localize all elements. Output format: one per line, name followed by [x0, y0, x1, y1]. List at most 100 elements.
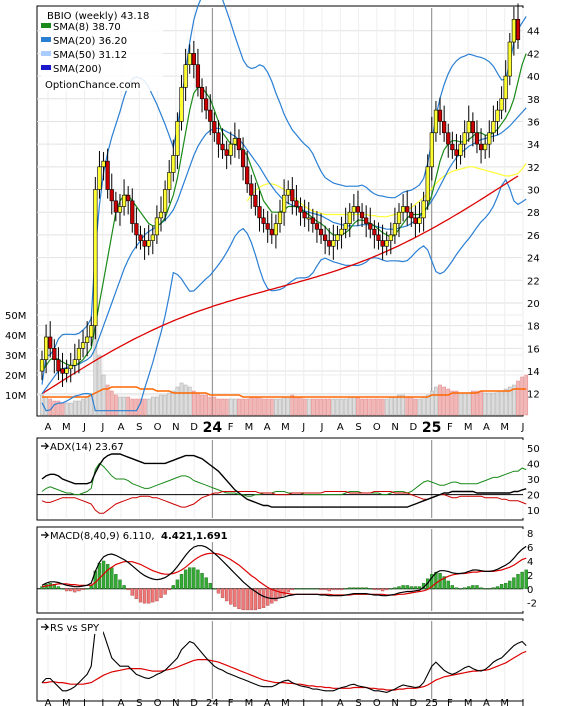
legend-sma50: SMA(50) 31.12 [53, 50, 127, 61]
candle-body [351, 206, 356, 213]
volume-bar [179, 382, 184, 416]
candle-body [44, 336, 49, 360]
adx-tick-label: 10 [527, 506, 540, 517]
candle-body [323, 234, 328, 241]
macd-histogram-bar [204, 577, 208, 589]
volume-bar [150, 396, 155, 416]
volume-bar [114, 394, 118, 416]
month-tick-label-bottom: A [337, 698, 344, 706]
volume-bar [475, 390, 479, 416]
price-tick-label: 36 [527, 117, 540, 128]
volume-bar [516, 380, 520, 416]
macd-histogram-bar [163, 588, 167, 595]
price-tick-label: 30 [527, 186, 540, 197]
month-tick-label: 24 [203, 420, 223, 436]
volume-bar [56, 400, 61, 416]
month-tick-label: A [118, 422, 125, 433]
month-tick-label: J [320, 422, 324, 433]
candle-body [310, 217, 315, 224]
month-tick-label-bottom: S [355, 698, 361, 706]
volume-bar [479, 390, 483, 416]
month-tick-label: M [62, 422, 71, 433]
brand-label: OptionChance.com [45, 80, 140, 91]
candle-body [60, 368, 65, 374]
volume-bar [438, 384, 442, 416]
macd-histogram-bar [335, 588, 340, 591]
macd-histogram-bar [508, 580, 512, 589]
macd-histogram-bar [249, 588, 253, 611]
macd-histogram-bar [475, 585, 479, 589]
candle-body [396, 211, 402, 224]
candle-body [503, 75, 508, 100]
volume-bar [507, 386, 512, 416]
macd-histogram-bar [233, 588, 237, 607]
month-tick-label-bottom: N [172, 698, 179, 706]
adx-tick-label: 50 [527, 444, 540, 455]
month-tick-label: N [391, 422, 398, 433]
macd-histogram-bar [417, 586, 422, 589]
volume-bar [306, 398, 311, 416]
macd-histogram-bar [360, 587, 364, 589]
month-tick-label: O [373, 422, 381, 433]
macd-histogram-bar [171, 585, 176, 589]
candle-body [179, 87, 184, 122]
volume-bar [233, 398, 237, 416]
macd-histogram-bar [331, 588, 336, 591]
volume-bar [224, 398, 229, 416]
macd-histogram-bar [77, 588, 81, 592]
month-tick-label-bottom: A [45, 698, 52, 706]
macd-histogram-bar [380, 588, 385, 592]
adx-di-minus-line [41, 491, 527, 514]
volume-bar [196, 392, 200, 416]
volume-bar [450, 390, 455, 416]
month-tick-label: S [355, 422, 361, 433]
macd-histogram-bar [294, 588, 299, 590]
macd-histogram-bar [503, 583, 508, 589]
volume-bar [105, 384, 110, 416]
volume-bar [315, 398, 319, 416]
volume-tick-label: 30M [5, 351, 26, 362]
macd-histogram-bar [512, 577, 516, 589]
macd-histogram-bar [491, 587, 496, 589]
volume-bar [409, 396, 414, 416]
candle-body [113, 200, 118, 213]
candle-body [470, 121, 475, 134]
volume-bar [77, 400, 81, 416]
candle-body [511, 19, 516, 43]
volume-bars [40, 324, 529, 416]
candles [39, 3, 521, 387]
volume-bar [499, 390, 504, 416]
volume-bar [278, 398, 282, 416]
macd-histogram-bar [307, 588, 311, 590]
volume-bar [421, 396, 426, 416]
axis-labels: 121416182022242628303234363840424410M20M… [5, 27, 540, 706]
volume-tick-label: 40M [5, 331, 26, 342]
volume-bar [290, 394, 295, 416]
volume-bar [524, 374, 529, 416]
volume-bar [446, 388, 451, 416]
volume-bar [187, 386, 192, 416]
price-tick-label: 34 [527, 140, 540, 151]
macd-histogram-bar [467, 586, 471, 589]
candle-body [368, 223, 373, 230]
candle-body [327, 240, 332, 247]
candle-body [491, 121, 496, 134]
candle-body [347, 211, 352, 224]
volume-bar [503, 388, 508, 416]
macd-histogram-bar [89, 585, 93, 589]
volume-bar [417, 398, 422, 416]
macd-histogram-bar [458, 588, 463, 590]
candle-body [429, 132, 434, 168]
price-tick-label: 26 [527, 231, 540, 242]
volume-bar [286, 396, 291, 416]
volume-bar [60, 402, 65, 416]
volume-bar [512, 384, 516, 416]
month-tick-label-bottom: F [228, 698, 234, 706]
legend-sma200: SMA(200) [53, 64, 102, 75]
month-tick-label-bottom: 25 [425, 698, 438, 706]
macd-tick-label: 2 [527, 571, 533, 582]
macd-histogram-bar [462, 587, 467, 589]
candle-body [450, 143, 455, 151]
candle-body [72, 359, 77, 366]
candle-body [236, 138, 242, 151]
